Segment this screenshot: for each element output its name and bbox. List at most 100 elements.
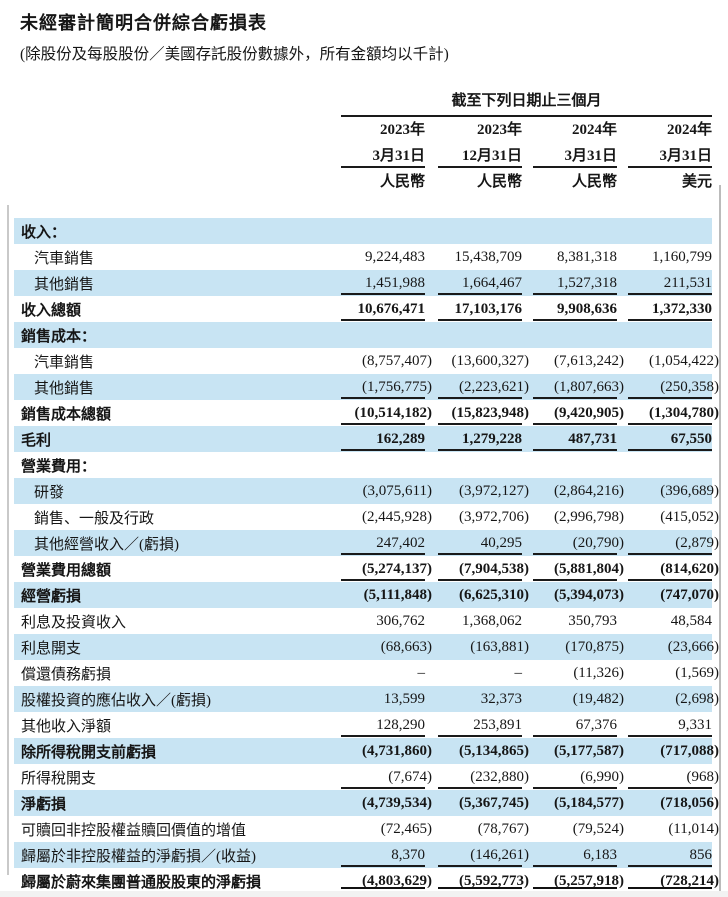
table-row: 營業費用： [14,452,712,478]
row-value: (2,879) [617,530,719,556]
row-value [328,322,425,348]
column-date: 3月31日 [328,143,425,169]
row-label: 利息及投資收入 [21,614,127,631]
row-value: 9,908,636 [522,296,617,322]
column-year: 2023年 [379,122,425,138]
row-value: (814,620) [617,556,719,582]
period-header-row: 截至下列日期止三個月 [14,89,712,117]
row-label: 所得稅開支 [21,770,97,787]
row-value: (747,070) [660,587,719,603]
row-value: (718,056) [660,795,719,811]
row-value: (6,990) [522,764,624,790]
row-value: (8,757,407) [362,353,432,369]
row-value: (250,358) [617,374,719,400]
row-label: 除所得稅開支前虧損 [21,744,157,761]
row-label: 營業費用： [21,458,97,475]
column-date: 3月31日 [617,143,712,169]
row-value: 9,224,483 [365,249,425,265]
row-label: 股權投資的應佔收入／(虧損) [21,692,211,709]
row-value: 1,664,467 [425,270,522,296]
table-row: 可贖回非控股權益贖回價值的增值 (72,465) (78,767) (79,52… [14,816,719,842]
row-value: 1,368,062 [462,613,522,629]
row-value: 1,160,799 [652,249,712,265]
row-value: (717,088) [660,743,719,759]
row-label: 其他銷售 [34,276,95,293]
table-row: 淨虧損 (4,739,534) (5,367,745) (5,184,577) … [14,790,719,816]
row-label: 收入總額 [21,302,82,319]
row-label: 研發 [34,484,65,501]
row-value: 15,438,709 [454,249,523,265]
row-label: 歸屬於非控股權益的淨虧損／(收益) [21,848,256,865]
row-value [328,452,425,478]
table-row: 銷售成本： [14,322,712,348]
column-currency: 人民幣 [571,174,617,190]
row-value: 8,370 [328,842,425,868]
row-value [522,322,617,348]
row-value: (5,394,073) [554,587,624,603]
currency-header-row: 人民幣 人民幣 人民幣 美元 [14,169,712,195]
header-spacer [14,89,328,117]
table-row: 經營虧損 (5,111,848) (6,625,310) (5,394,073)… [14,582,719,608]
row-value: (7,613,242) [554,353,624,369]
row-value: (78,767) [477,821,529,837]
row-value [617,452,712,478]
scan-edge-artifact [7,205,9,875]
row-value: 67,376 [522,712,617,738]
row-label: 償還債務虧損 [21,666,112,683]
row-value: (4,739,534) [362,795,432,811]
row-value: 1,279,228 [425,426,522,452]
row-value: 67,550 [617,426,712,452]
table-row: 所得稅開支 (7,674) (232,880) (6,990) (968) [14,764,719,790]
column-year: 2024年 [571,122,617,138]
row-value: – [417,665,426,681]
row-value: 1,451,988 [328,270,425,296]
row-value: (2,698) [675,691,719,707]
row-value: (1,569) [675,665,719,681]
year-header-row: 2023年 2023年 2024年 2024年 [14,117,712,143]
row-label: 其他收入淨額 [21,718,112,735]
table-body: 收入： 汽車銷售 9,224,483 15,438,709 8,381,318 … [14,218,719,894]
row-value: (146,261) [425,842,529,868]
row-label: 汽車銷售 [34,354,95,371]
table-row: 其他經營收入／(虧損) 247,402 40,295 (20,790) (2,8… [14,530,719,556]
row-label: 銷售成本總額 [21,406,112,423]
column-date: 12月31日 [425,143,522,169]
row-value: (5,111,848) [363,587,432,603]
table-row: 償還債務虧損 – – (11,326) (1,569) [14,660,719,686]
row-value: (7,674) [328,764,432,790]
row-label: 毛利 [21,432,52,449]
row-value: (3,972,706) [459,509,529,525]
row-value: 6,183 [522,842,617,868]
row-value: (79,524) [572,821,624,837]
column-currency: 美元 [681,174,712,190]
table-row: 收入： [14,218,712,244]
row-value: (2,996,798) [554,509,624,525]
row-value: (15,823,948) [425,400,529,426]
row-value: (23,666) [667,639,719,655]
row-value: (5,367,745) [459,795,529,811]
column-currency: 人民幣 [379,174,425,190]
row-label: 淨虧損 [21,796,67,813]
row-value: 13,599 [383,691,425,707]
row-value: 8,381,318 [557,249,617,265]
table-header: 截至下列日期止三個月 2023年 2023年 2024年 2024年 3月31日… [14,89,716,195]
row-value: 48,584 [670,613,712,629]
row-value: (72,465) [380,821,432,837]
row-value: – [514,665,523,681]
row-label: 經營虧損 [21,588,82,605]
row-value: (163,881) [470,639,529,655]
row-value: 856 [617,842,712,868]
row-value: 128,290 [328,712,425,738]
table-row: 股權投資的應佔收入／(虧損) 13,599 32,373 (19,482) (2… [14,686,719,712]
table-row: 銷售、一般及行政 (2,445,928) (3,972,706) (2,996,… [14,504,719,530]
row-label: 其他銷售 [34,380,95,397]
row-value: 40,295 [425,530,522,556]
row-value: (1,756,775) [328,374,432,400]
row-label: 其他經營收入／(虧損) [34,536,179,553]
column-currency: 人民幣 [476,174,522,190]
column-year: 2024年 [666,122,712,138]
row-label: 收入： [21,224,67,241]
row-value: 10,676,471 [328,296,425,322]
row-value: (1,304,780) [617,400,719,426]
